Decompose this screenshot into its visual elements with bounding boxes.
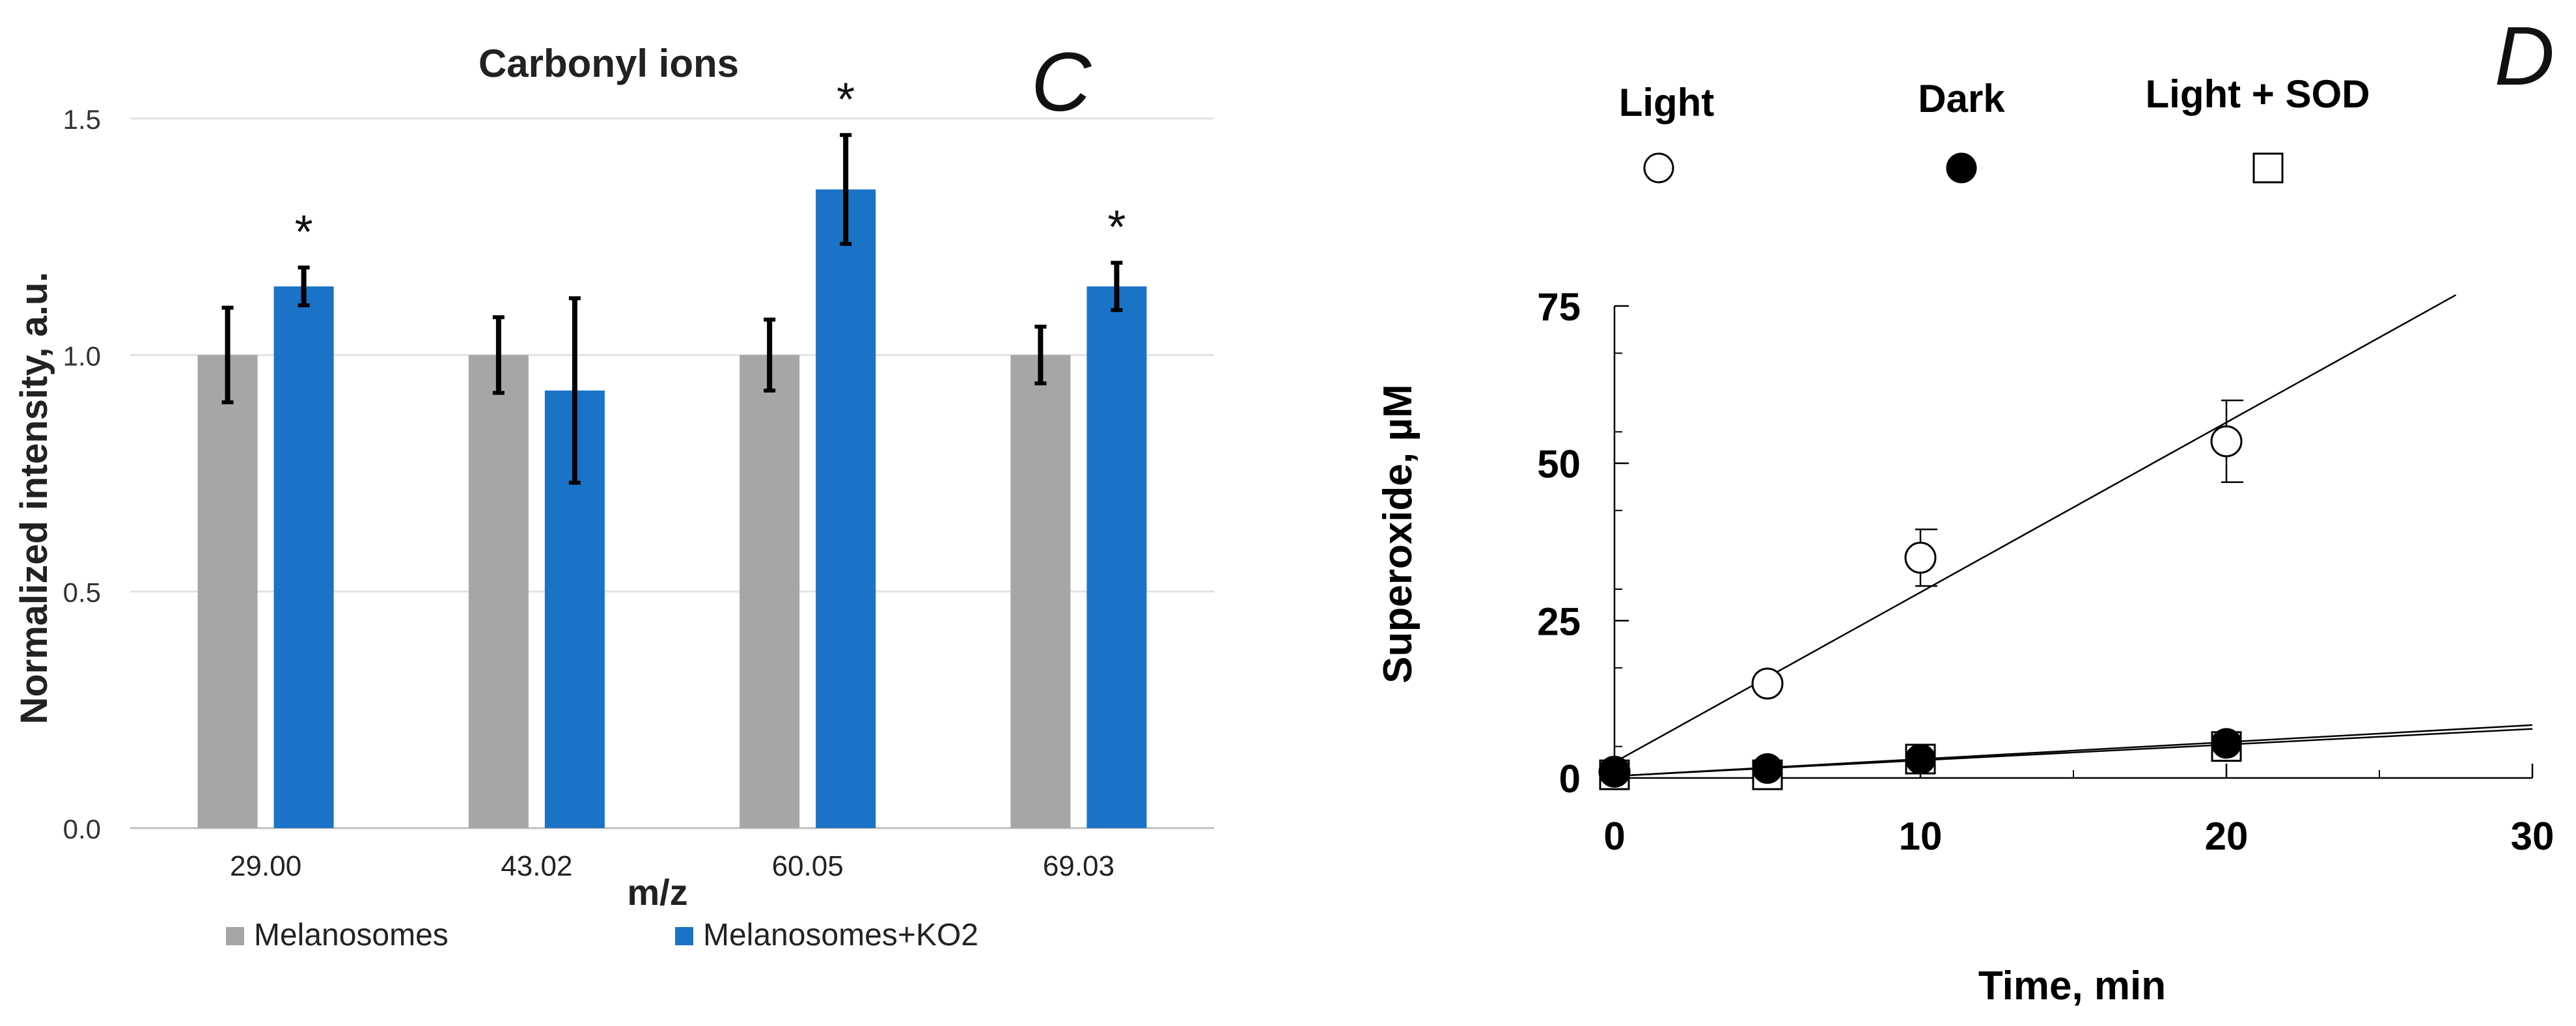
- c-bar: [740, 355, 800, 828]
- d-point-light: [1904, 542, 1937, 574]
- c-legend-swatch-melanosomes-ko2: [675, 927, 693, 945]
- d-y-tick-label: 75: [1537, 285, 1581, 329]
- d-legend-marker-light-sod: [2252, 152, 2284, 184]
- c-bar: [468, 355, 529, 828]
- c-bar: [816, 189, 876, 828]
- c-bar: [273, 286, 334, 828]
- d-x-axis-label: Time, min: [1978, 964, 2166, 1008]
- c-x-axis-label: m/z: [627, 872, 687, 913]
- d-point-light: [1751, 667, 1784, 700]
- c-significance-star: *: [1107, 202, 1126, 254]
- d-x-tick-label: 30: [2511, 814, 2555, 858]
- c-legend-swatch-melanosomes: [226, 927, 244, 945]
- panel-d-scatter-chart: 0 25 50 75 0 10 20 30 D Superoxide, µM Time, m…: [1376, 10, 2555, 1008]
- d-legend-marker-dark: [1946, 152, 1977, 184]
- c-bar: [1087, 286, 1147, 828]
- d-legend-marker-light: [1643, 152, 1674, 184]
- d-x-tick-label: 0: [1603, 814, 1625, 858]
- c-category-label: 43.02: [501, 850, 572, 882]
- c-bar: [197, 355, 258, 828]
- c-significance-marks: * * *: [295, 74, 1126, 258]
- c-chart-title: Carbonyl ions: [478, 42, 739, 85]
- c-y-tick-label: 0.0: [63, 814, 101, 844]
- d-y-tick-label: 0: [1559, 757, 1581, 801]
- d-y-tick-labels: 0 25 50 75: [1537, 285, 1581, 801]
- c-category-label: 69.03: [1043, 850, 1115, 882]
- d-panel-label: D: [2495, 10, 2555, 103]
- d-legend-item-light: Light: [1619, 81, 1715, 184]
- c-bar: [1010, 355, 1071, 828]
- d-legend-item-dark: Dark: [1918, 77, 2005, 184]
- c-legend: Melanosomes Melanosomes+KO2: [226, 918, 978, 952]
- d-legend-item-light-sod: Light + SOD: [2146, 72, 2370, 184]
- d-legend-label-light-sod: Light + SOD: [2146, 72, 2370, 116]
- c-legend-label-melanosomes: Melanosomes: [254, 918, 449, 952]
- c-category-label: 60.05: [772, 850, 844, 882]
- d-x-tick-label: 20: [2205, 814, 2249, 858]
- d-x-tick-label: 10: [1899, 814, 1943, 858]
- d-x-tick-labels: 0 10 20 30: [1603, 814, 2554, 858]
- d-point-dark: [1752, 753, 1783, 784]
- c-y-tick-label: 0.5: [63, 577, 101, 608]
- panel-c-bar-chart: 0.0 0.5 1.0 1.5 * * * 29.00 43.02 60.05 69.03 Ca…: [13, 36, 1214, 952]
- c-y-tick-label: 1.0: [63, 340, 101, 371]
- d-point-dark: [1905, 743, 1936, 775]
- c-legend-label-melanosomes-ko2: Melanosomes+KO2: [703, 918, 978, 952]
- c-legend-item-melanosomes: Melanosomes: [226, 918, 449, 952]
- d-point-dark: [2211, 728, 2242, 759]
- d-legend: Light Dark Light + SOD: [1619, 72, 2370, 184]
- c-y-tick-label: 1.5: [63, 104, 101, 135]
- c-panel-label: C: [1031, 36, 1092, 129]
- d-data-points: [1598, 425, 2243, 790]
- d-fit-line: [1614, 294, 2457, 763]
- c-legend-item-melanosomes-ko2: Melanosomes+KO2: [675, 918, 978, 952]
- d-error-bars: [1915, 399, 2243, 587]
- c-y-tick-labels: 0.0 0.5 1.0 1.5: [63, 104, 101, 844]
- d-tick-marks: [1613, 305, 2534, 779]
- c-bars: [197, 189, 1147, 828]
- d-legend-label-dark: Dark: [1918, 77, 2005, 120]
- c-category-labels: 29.00 43.02 60.05 69.03: [230, 850, 1115, 882]
- d-fit-lines: [1614, 294, 2533, 777]
- c-category-label: 29.00: [230, 850, 301, 882]
- d-y-tick-label: 50: [1537, 443, 1581, 486]
- d-point-dark: [1599, 756, 1630, 787]
- d-y-tick-label: 25: [1537, 600, 1581, 643]
- d-point-light: [2210, 425, 2243, 458]
- d-legend-label-light: Light: [1619, 81, 1715, 124]
- d-y-axis-label: Superoxide, µM: [1376, 384, 1420, 683]
- c-significance-star: *: [837, 74, 855, 126]
- c-y-axis-label: Normalized intensity, a.u.: [13, 271, 55, 724]
- c-error-bars: [221, 133, 1123, 485]
- c-significance-star: *: [295, 206, 313, 258]
